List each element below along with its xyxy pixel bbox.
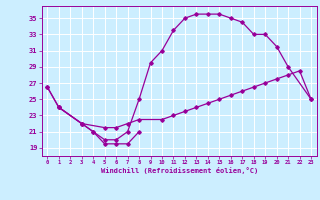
X-axis label: Windchill (Refroidissement éolien,°C): Windchill (Refroidissement éolien,°C) bbox=[100, 167, 258, 174]
